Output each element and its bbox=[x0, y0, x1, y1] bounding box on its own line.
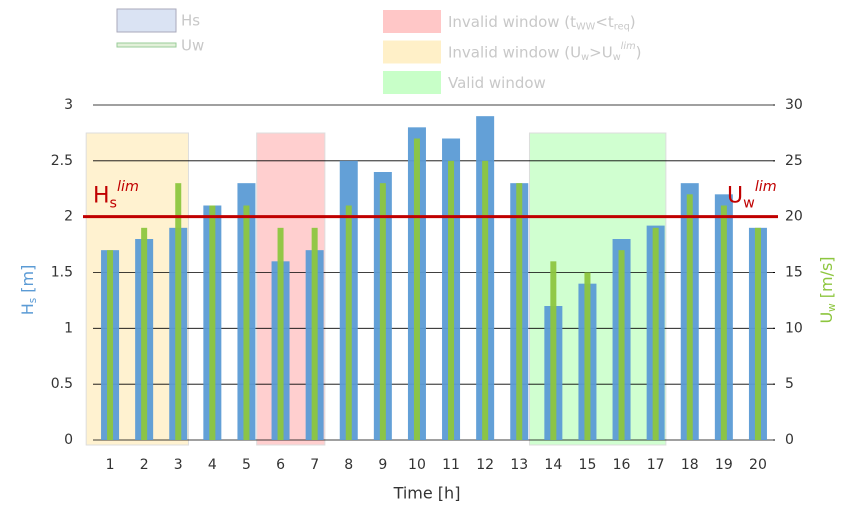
x-tick-label: 10 bbox=[408, 457, 426, 473]
y-tick-label: 2.5 bbox=[51, 153, 73, 169]
x-tick-label: 12 bbox=[476, 457, 494, 473]
text-part: [m/s] bbox=[817, 256, 836, 303]
legend-swatch bbox=[383, 40, 441, 64]
y2-tick-label: 5 bbox=[785, 376, 794, 392]
x-tick-label: 17 bbox=[647, 457, 665, 473]
y-tick-label: 1.5 bbox=[51, 265, 73, 281]
text-part: w bbox=[581, 52, 589, 63]
y2-tick-label: 25 bbox=[785, 153, 803, 169]
text-part: U bbox=[727, 184, 743, 209]
bar bbox=[141, 227, 148, 440]
text-part: >U bbox=[589, 43, 613, 61]
bar bbox=[209, 205, 216, 440]
text-part: <t bbox=[595, 13, 614, 31]
text-part: H bbox=[18, 303, 37, 315]
bar bbox=[516, 183, 523, 440]
x-tick-label: 15 bbox=[579, 457, 597, 473]
x-tick-label: 7 bbox=[310, 457, 319, 473]
bar bbox=[413, 138, 420, 440]
legend-swatch bbox=[116, 42, 177, 48]
y2-tick-label: 10 bbox=[785, 320, 803, 336]
text-part: ) bbox=[630, 13, 636, 31]
legend-label: Valid window bbox=[448, 74, 546, 92]
x-tick-label: 1 bbox=[106, 457, 115, 473]
bar bbox=[448, 160, 455, 441]
text-part: Invalid window (U bbox=[448, 43, 581, 61]
x-tick-label: 19 bbox=[715, 457, 733, 473]
text-part: H bbox=[93, 184, 110, 209]
bar bbox=[618, 250, 625, 440]
legend-swatch bbox=[116, 8, 177, 33]
bar bbox=[277, 227, 284, 440]
bar bbox=[107, 250, 114, 440]
x-tick-label: 8 bbox=[344, 457, 353, 473]
bar bbox=[345, 205, 352, 440]
text-part: lim bbox=[621, 41, 636, 52]
y2-tick-label: 30 bbox=[785, 97, 803, 113]
text-part: s bbox=[27, 298, 39, 303]
text-part: s bbox=[110, 195, 117, 211]
threshold-label: Uwlim bbox=[727, 179, 777, 212]
legend-label: Invalid window (Uw>Uwlim) bbox=[448, 41, 641, 63]
x-tick-label: 9 bbox=[378, 457, 387, 473]
text-part: WW bbox=[576, 22, 596, 33]
x-tick-label: 18 bbox=[681, 457, 699, 473]
legend-label: Invalid window (tWW<treq) bbox=[448, 13, 636, 33]
bar bbox=[175, 183, 182, 440]
x-tick-label: 13 bbox=[510, 457, 528, 473]
x-tick-label: 3 bbox=[174, 457, 183, 473]
x-tick-label: 6 bbox=[276, 457, 285, 473]
text-part: lim bbox=[117, 179, 139, 195]
text-part: w bbox=[826, 303, 838, 312]
y2-axis-title: Uw [m/s] bbox=[817, 256, 838, 323]
legend-swatch bbox=[383, 71, 441, 94]
x-tick-label: 14 bbox=[544, 457, 562, 473]
text-part: lim bbox=[755, 179, 777, 195]
bar bbox=[243, 205, 250, 440]
legend-label: Uw bbox=[181, 37, 204, 55]
text-part: w bbox=[613, 52, 621, 63]
bar bbox=[720, 205, 727, 440]
legend-label: Hs bbox=[181, 12, 200, 30]
x-tick-label: 20 bbox=[749, 457, 767, 473]
bar bbox=[686, 194, 693, 440]
text-part: w bbox=[743, 195, 755, 211]
x-tick-label: 2 bbox=[140, 457, 149, 473]
bar bbox=[584, 272, 591, 440]
y-tick-label: 0.5 bbox=[51, 376, 73, 392]
y-tick-label: 0 bbox=[64, 432, 73, 448]
text-part: Valid window bbox=[448, 74, 546, 92]
x-tick-label: 4 bbox=[208, 457, 217, 473]
text-part: U bbox=[817, 312, 836, 324]
bar bbox=[311, 227, 318, 440]
x-tick-label: 11 bbox=[442, 457, 460, 473]
bar bbox=[550, 261, 557, 440]
y-tick-label: 2 bbox=[64, 209, 73, 225]
bar bbox=[379, 183, 386, 440]
y-tick-label: 1 bbox=[64, 320, 73, 336]
text-part: Invalid window (t bbox=[448, 13, 576, 31]
text-part: ) bbox=[636, 43, 642, 61]
y2-tick-label: 20 bbox=[785, 209, 803, 225]
bar bbox=[652, 227, 659, 440]
bar bbox=[754, 227, 761, 440]
x-axis-title: Time [h] bbox=[393, 484, 461, 503]
bar bbox=[482, 160, 489, 441]
legend-swatch bbox=[383, 10, 441, 33]
y-axis-title: Hs [m] bbox=[18, 265, 39, 316]
x-tick-label: 5 bbox=[242, 457, 251, 473]
x-tick-label: 16 bbox=[613, 457, 631, 473]
text-part: [m] bbox=[18, 265, 37, 298]
y-tick-label: 3 bbox=[64, 97, 73, 113]
y2-tick-label: 0 bbox=[785, 432, 794, 448]
text-part: req bbox=[614, 22, 630, 33]
threshold-label: Hslim bbox=[93, 179, 139, 212]
y2-tick-label: 15 bbox=[785, 265, 803, 281]
